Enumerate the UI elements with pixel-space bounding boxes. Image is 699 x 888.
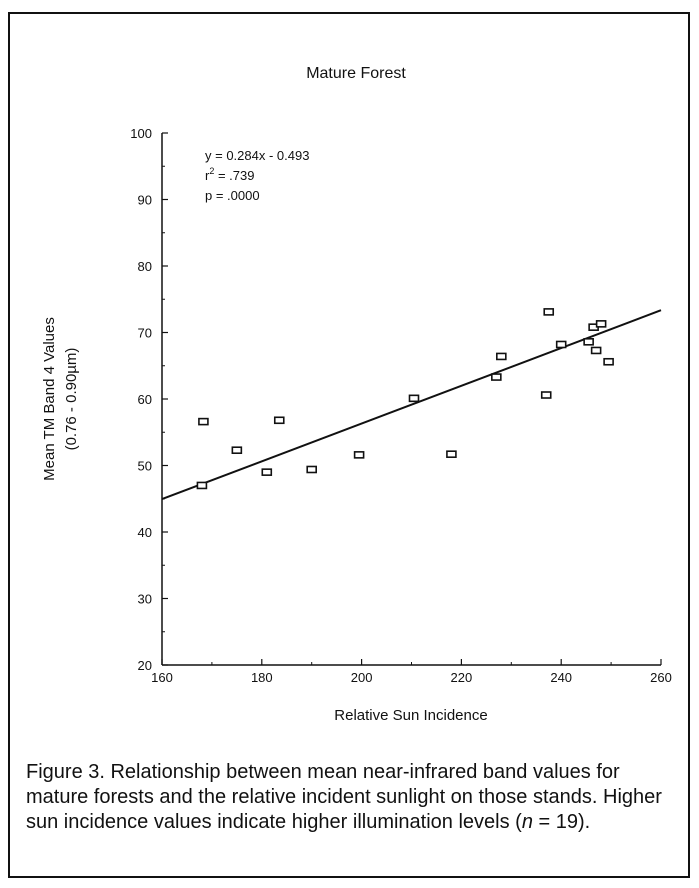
- data-points: [196, 308, 614, 490]
- data-point: [353, 451, 365, 459]
- y-tick-label: 40: [138, 525, 152, 540]
- data-point: [198, 417, 209, 426]
- x-tick-label: 220: [451, 670, 473, 685]
- data-point: [196, 481, 208, 490]
- data-point: [555, 340, 567, 349]
- data-point: [491, 373, 502, 381]
- data-point: [273, 416, 285, 425]
- data-point: [543, 308, 555, 316]
- y-tick-label: 80: [138, 259, 152, 274]
- figure-frame: [8, 12, 690, 878]
- p-value-label: p = .0000: [205, 188, 260, 203]
- x-tick-label: 240: [550, 670, 572, 685]
- data-point: [603, 357, 614, 366]
- y-tick-label: 20: [138, 658, 152, 673]
- y-tick-label: 50: [138, 459, 152, 474]
- x-axis-label: Relative Sun Incidence: [334, 707, 487, 724]
- equation-label: y = 0.284x - 0.493: [205, 148, 309, 163]
- x-tick-label: 260: [650, 670, 672, 685]
- data-point: [540, 391, 552, 399]
- regression-line: [161, 309, 662, 501]
- x-tick-label: 200: [351, 670, 373, 685]
- regression-annotation: y = 0.284x - 0.493 r2 = .739 p = .0000: [205, 148, 309, 203]
- data-point: [306, 465, 318, 474]
- axis-ticks: 160 180 200 220 240 260 20 30 40 50 60 70 80 90 100: [130, 126, 672, 685]
- y-axis-label: Mean TM Band 4 Values: [41, 317, 58, 481]
- caption-text: Figure 3. Relationship between mean near…: [26, 761, 662, 833]
- y-axis-label-group: Mean TM Band 4 Values (0.76 - 0.90µm): [41, 317, 80, 481]
- chart-title: Mature Forest: [306, 65, 406, 82]
- y-tick-label: 90: [138, 193, 152, 208]
- figure-caption: Figure 3. Relationship between mean near…: [26, 760, 666, 835]
- r-squared-label: r2 = .739: [205, 166, 254, 183]
- data-point: [446, 450, 457, 458]
- y-tick-label: 60: [138, 392, 152, 407]
- data-point: [590, 346, 602, 355]
- data-point: [408, 394, 420, 403]
- x-tick-label: 180: [251, 670, 273, 685]
- data-point: [496, 352, 507, 361]
- y-tick-label: 70: [138, 326, 152, 341]
- data-point: [583, 338, 594, 346]
- data-point: [261, 468, 273, 476]
- y-tick-label: 30: [138, 592, 152, 607]
- x-tick-label: 160: [151, 670, 173, 685]
- caption-text-end: = 19).: [532, 811, 591, 833]
- caption-n-symbol: n: [521, 811, 533, 833]
- data-point: [231, 446, 243, 455]
- data-point: [595, 320, 607, 328]
- y-axis-label-units: (0.76 - 0.90µm): [63, 348, 80, 451]
- y-tick-label: 100: [130, 126, 152, 141]
